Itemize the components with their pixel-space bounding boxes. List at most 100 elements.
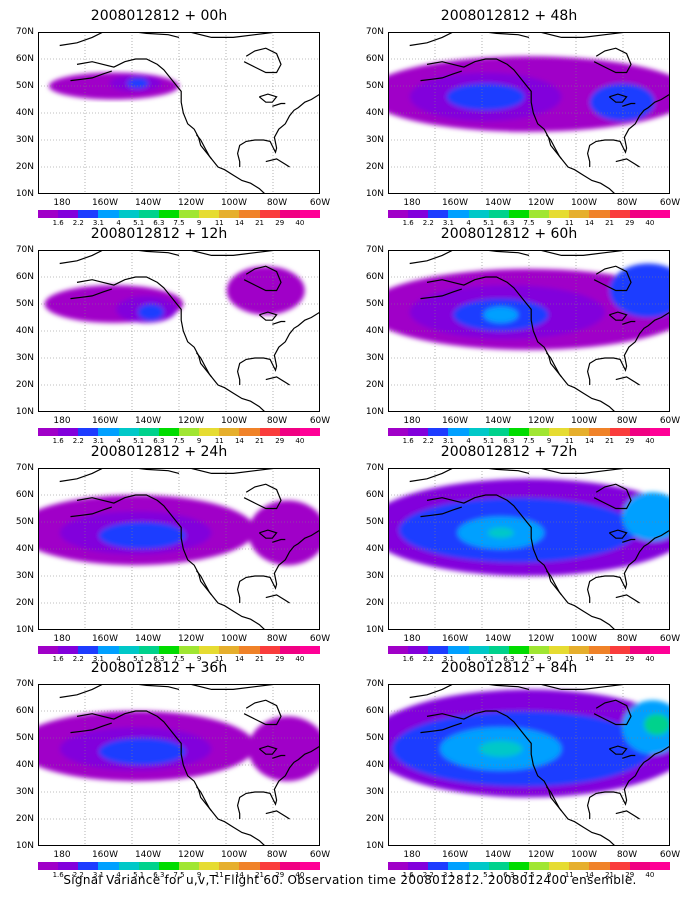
- longitude-label: 160W: [91, 198, 119, 208]
- latitude-label: 50N: [365, 517, 384, 527]
- colorbar-label: 21: [255, 437, 265, 445]
- colorbar-swatch: [299, 210, 320, 218]
- colorbar-swatch: [528, 646, 550, 654]
- map-area: [388, 468, 670, 630]
- colorbar-label: 7.5: [523, 219, 535, 227]
- coastline: [189, 250, 277, 257]
- map-area: [388, 32, 670, 194]
- latitude-label: 10N: [365, 189, 384, 199]
- colorbar-swatch: [428, 862, 449, 870]
- colorbar-swatch: [259, 646, 280, 654]
- latitude-label: 30N: [15, 787, 34, 797]
- colorbar-swatch: [428, 210, 449, 218]
- map-frame: [388, 468, 670, 630]
- longitude-label: 120W: [527, 634, 555, 644]
- map-area: [38, 32, 320, 194]
- map-frame: [38, 250, 320, 412]
- latitude-label: 30N: [15, 353, 34, 363]
- map-frame: [388, 684, 670, 846]
- colorbar-label: 11: [214, 655, 224, 663]
- panel-title-text: 2008012812 + 60h: [440, 226, 578, 242]
- variance-contour: [98, 738, 186, 765]
- panel-title: 2008012812 + 24h: [4, 444, 314, 460]
- coastline: [243, 483, 282, 510]
- colorbar-label: 9: [546, 871, 552, 879]
- coastline: [243, 265, 282, 292]
- colorbar-swatch: [649, 428, 670, 436]
- coastline: [236, 529, 320, 603]
- colorbar-label: 7.5: [173, 219, 185, 227]
- latitude-label: 50N: [365, 299, 384, 309]
- colorbar-swatch: [138, 428, 159, 436]
- colorbar-label: 11: [564, 871, 574, 879]
- longitude-label: 80W: [266, 850, 288, 860]
- colorbar-swatch: [259, 862, 280, 870]
- colorbar: [38, 428, 320, 436]
- colorbar-swatch: [118, 646, 139, 654]
- colorbar-label: 11: [214, 437, 224, 445]
- map-svg: [38, 250, 320, 412]
- coastline: [593, 483, 632, 510]
- map-panel: 2008012812 + 84h 70N 60N 50N 40N 30N 20N 10N 180…: [354, 660, 694, 885]
- coastline: [615, 594, 640, 604]
- coastline: [195, 786, 212, 812]
- colorbar-label: 6.3: [153, 871, 165, 879]
- longitude-label: 80W: [616, 416, 638, 426]
- coastline: [615, 810, 640, 820]
- latitude-label: 10N: [365, 625, 384, 635]
- longitude-label: 140W: [134, 850, 162, 860]
- variance-contour: [622, 492, 670, 541]
- longitude-label: 140W: [134, 634, 162, 644]
- colorbar-swatch: [629, 862, 650, 870]
- colorbar-label: 5.1: [483, 871, 495, 879]
- colorbar-swatch: [138, 210, 159, 218]
- variance-contour: [483, 306, 519, 323]
- latitude-label: 50N: [15, 299, 34, 309]
- coastline: [59, 250, 180, 265]
- colorbar: [38, 646, 320, 654]
- coastline: [593, 47, 632, 74]
- coastline: [59, 32, 180, 47]
- latitude-label: 60N: [365, 490, 384, 500]
- colorbar-swatch: [138, 646, 159, 654]
- coastline: [243, 699, 282, 726]
- colorbar-label: 2.2: [422, 437, 434, 445]
- colorbar-swatch: [528, 428, 550, 436]
- colorbar-swatch: [589, 210, 610, 218]
- colorbar-label: 2.2: [422, 219, 434, 227]
- colorbar-label: 40: [295, 655, 305, 663]
- longitude-label: 180: [403, 850, 421, 860]
- colorbar-swatch: [259, 210, 280, 218]
- longitude-label: 60W: [659, 634, 681, 644]
- panel-title-text: 2008012812 + 00h: [90, 8, 228, 24]
- colorbar-labels: 1.6 2.2 3.1 4 5.1 6.3 7.5 9 11 14 21 29 40: [388, 437, 670, 447]
- colorbar-swatch: [158, 428, 179, 436]
- colorbar: [38, 210, 320, 218]
- coastline: [420, 506, 462, 518]
- colorbar-swatch: [219, 210, 240, 218]
- latitude-label: 60N: [15, 54, 34, 64]
- colorbar-swatch: [629, 646, 650, 654]
- colorbar-label: 14: [584, 219, 594, 227]
- colorbar-label: 5.1: [483, 219, 495, 227]
- colorbar: [388, 646, 670, 654]
- colorbar-label: 21: [605, 437, 615, 445]
- colorbar-swatch: [178, 210, 200, 218]
- map-frame: [388, 250, 670, 412]
- colorbar-swatch: [38, 646, 59, 654]
- longitude-label: 100W: [570, 416, 598, 426]
- colorbar-label: 1.6: [402, 655, 414, 663]
- longitude-label: 80W: [266, 198, 288, 208]
- variance-contour: [487, 527, 514, 539]
- latitude-label: 40N: [365, 760, 384, 770]
- colorbar-swatch: [219, 646, 240, 654]
- map-svg: [38, 468, 320, 630]
- colorbar-swatch: [468, 428, 489, 436]
- panel-title-text: 2008012812 + 12h: [90, 226, 228, 242]
- latitude-label: 20N: [15, 380, 34, 390]
- colorbar-labels: 1.6 2.2 3.1 4 5.1 6.3 7.5 9 11 14 21 29 40: [388, 655, 670, 665]
- variance-field: [388, 689, 670, 798]
- colorbar-label: 6.3: [153, 437, 165, 445]
- colorbar-swatch: [279, 646, 300, 654]
- colorbar-swatch: [158, 210, 179, 218]
